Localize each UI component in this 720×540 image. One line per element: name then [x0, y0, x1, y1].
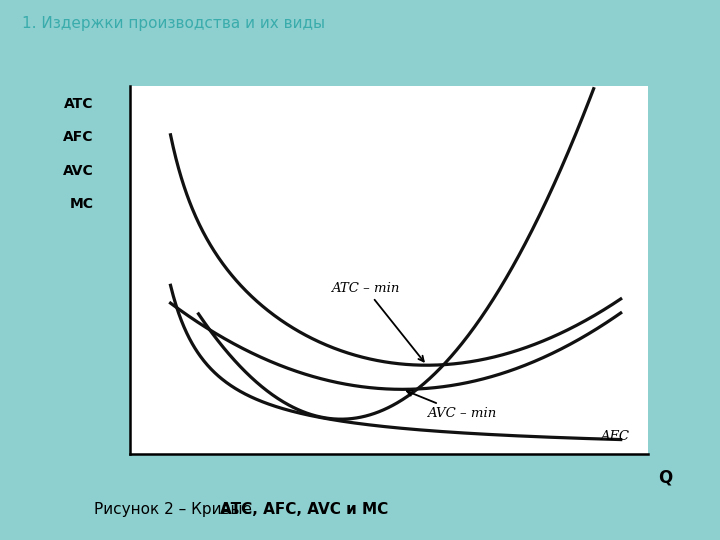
Text: Рисунок 2 – Кривые: Рисунок 2 – Кривые — [94, 502, 256, 517]
Text: ATC, AFC, AVC и MC: ATC, AFC, AVC и MC — [220, 502, 388, 517]
Text: MC: MC — [69, 197, 94, 211]
Text: ATC – min: ATC – min — [331, 282, 424, 361]
Text: AFC: AFC — [63, 131, 94, 145]
Text: AFC: AFC — [600, 430, 629, 443]
Text: AVC: AVC — [63, 164, 94, 178]
Text: Q: Q — [658, 468, 672, 487]
Text: 1. Издержки производства и их виды: 1. Издержки производства и их виды — [22, 16, 325, 31]
Text: AVC – min: AVC – min — [407, 390, 496, 420]
Text: ATC: ATC — [64, 97, 94, 111]
